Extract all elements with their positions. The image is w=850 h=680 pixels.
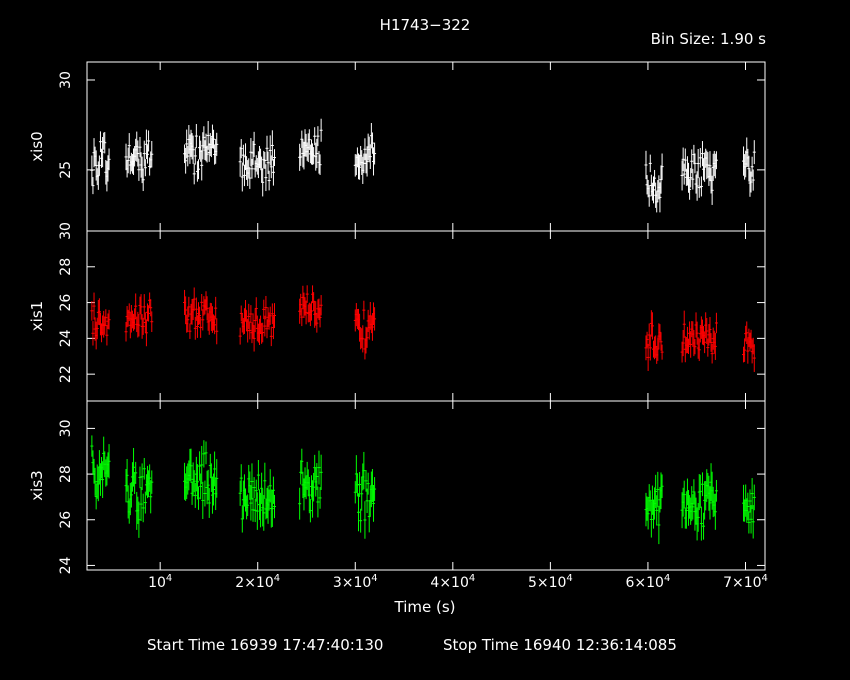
- x-tick-label: 4×104: [430, 573, 475, 591]
- x-tick-label: 6×104: [626, 573, 671, 591]
- y-axis-label-xis3: xis3: [28, 470, 46, 500]
- x-tick-label: 2×104: [235, 573, 280, 591]
- x-axis-label: Time (s): [394, 598, 456, 616]
- y-tick-label-xis3: 24: [58, 556, 74, 574]
- y-tick-label-xis1: 28: [58, 258, 74, 276]
- x-tick-label: 5×104: [528, 573, 573, 591]
- panel-frame-xis3: [86, 400, 766, 571]
- y-axis-label-xis0: xis0: [28, 131, 46, 161]
- y-tick-label-xis0: 30: [58, 71, 74, 89]
- x-tick-label: 104: [148, 573, 172, 591]
- y-tick-label-xis0: 25: [58, 161, 74, 179]
- y-tick-label-xis1: 24: [58, 329, 74, 347]
- x-tick-label: 7×104: [723, 573, 768, 591]
- y-tick-label-xis1: 26: [58, 294, 74, 312]
- y-tick-label-xis3: 26: [58, 511, 74, 529]
- y-axis-label-xis1: xis1: [28, 301, 46, 331]
- start-time-label: Start Time 16939 17:47:40:130: [147, 636, 384, 654]
- chart-title: H1743−322: [379, 16, 471, 34]
- y-tick-label-xis3: 28: [58, 465, 74, 483]
- bin-size-label: Bin Size: 1.90 s: [650, 30, 766, 48]
- y-tick-label-xis3: 30: [58, 419, 74, 437]
- stop-time-label: Stop Time 16940 12:36:14:085: [443, 636, 677, 654]
- y-tick-label-xis1: 22: [58, 365, 74, 383]
- x-tick-label: 3×104: [333, 573, 378, 591]
- y-tick-label-xis1: 30: [58, 222, 74, 240]
